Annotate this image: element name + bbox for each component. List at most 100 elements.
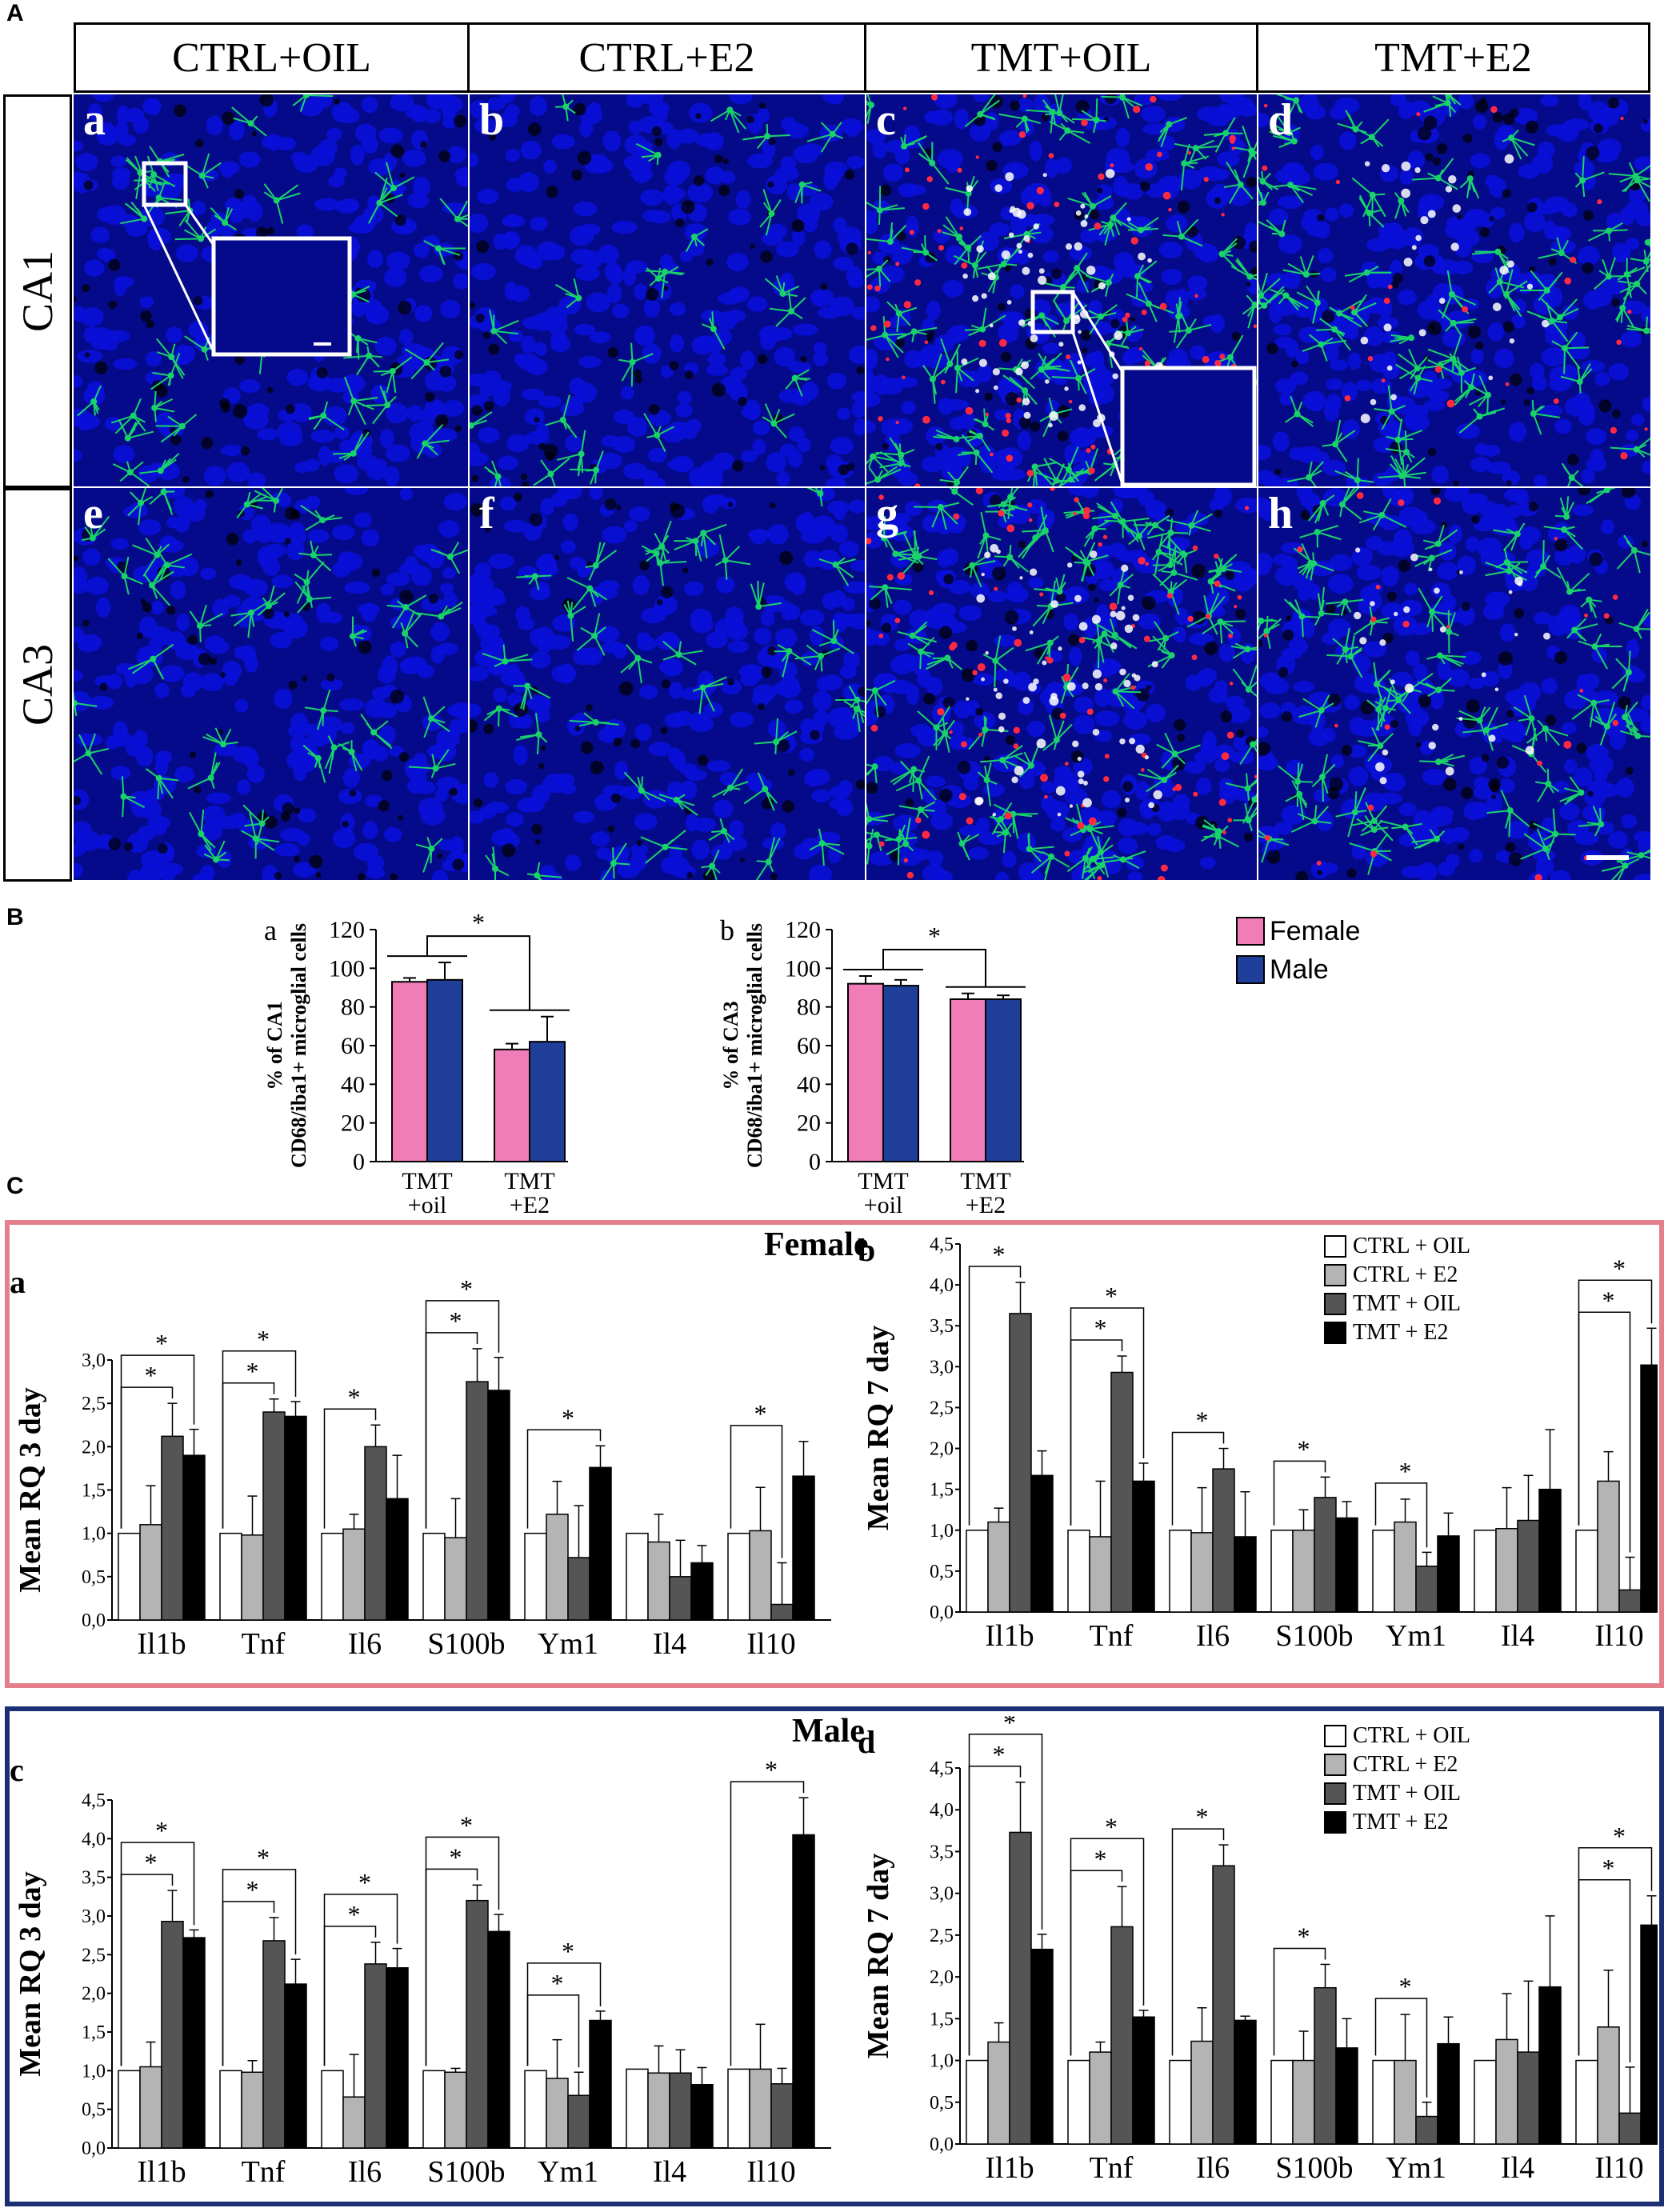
microglia-process <box>835 558 856 566</box>
nucleus <box>994 634 1017 647</box>
nucleus <box>925 775 946 788</box>
microglia-process <box>1610 446 1637 450</box>
colocalized-cell <box>1055 786 1066 796</box>
microglia-soma <box>1568 474 1575 482</box>
nucleus <box>666 781 684 799</box>
dark-spot <box>1453 480 1459 486</box>
microglia-process <box>1207 615 1218 635</box>
microglia-process <box>1634 164 1650 177</box>
microglia-soma <box>1484 391 1491 398</box>
microglia-process <box>856 699 865 723</box>
nucleus <box>1317 247 1334 264</box>
cd68-spot <box>1064 762 1069 766</box>
microglia-soma <box>662 268 669 275</box>
nucleus <box>838 779 853 796</box>
colocalized-cell <box>1121 564 1129 572</box>
nucleus <box>1075 278 1090 293</box>
nucleus <box>450 702 468 718</box>
nuclei-layer <box>1258 94 1650 486</box>
nucleus <box>491 829 512 846</box>
dark-spot <box>711 382 726 398</box>
dark-spot <box>235 559 242 566</box>
nucleus <box>721 679 742 695</box>
dark-spot <box>770 873 778 880</box>
nucleus <box>601 526 627 544</box>
nucleus <box>374 336 397 356</box>
nucleus <box>828 845 842 864</box>
nucleus <box>415 306 430 322</box>
nucleus <box>139 206 165 227</box>
nucleus <box>930 614 948 630</box>
nucleus <box>730 617 745 636</box>
nucleus <box>411 566 432 586</box>
nucleus <box>689 102 713 123</box>
dark-spot <box>590 761 604 775</box>
microglia-process <box>1510 137 1522 160</box>
cd68-spot <box>1350 305 1355 310</box>
nucleus <box>882 163 904 182</box>
microglia-process <box>1066 858 1086 873</box>
colocalized-cell <box>1018 319 1026 326</box>
nucleus <box>246 765 265 783</box>
nucleus <box>1608 363 1630 381</box>
dark-spot <box>538 762 545 770</box>
dark-spot <box>285 404 295 414</box>
colocalized-cell <box>963 208 972 216</box>
dark-spot <box>991 566 1006 581</box>
microglia-process <box>140 488 147 503</box>
microglia-soma <box>951 488 958 495</box>
microglia-layer <box>470 94 844 486</box>
nucleus <box>668 682 683 699</box>
dark-spot <box>288 680 298 690</box>
microglia-process <box>426 358 450 363</box>
nucleus <box>1118 818 1138 837</box>
microglia-soma <box>1318 341 1325 348</box>
microglia-process <box>1646 258 1650 262</box>
microglia-process <box>367 202 381 224</box>
colocalized-cell <box>1077 360 1082 365</box>
microglia-soma <box>491 865 498 872</box>
dark-spot <box>1423 115 1438 130</box>
nucleus <box>1217 151 1240 167</box>
microglia-process <box>302 744 319 759</box>
micrograph-label-a: a <box>83 95 106 145</box>
colocalized-cell <box>1036 738 1046 749</box>
microglia-process <box>1122 96 1142 107</box>
microglia-process <box>374 171 394 189</box>
dark-spot <box>718 185 730 197</box>
microglia-process <box>1452 334 1462 359</box>
microglia-process <box>982 314 1006 330</box>
microglia-soma <box>915 777 922 784</box>
nucleus <box>813 342 827 354</box>
microglia-process <box>1157 123 1170 142</box>
cd68-spot <box>1253 324 1257 329</box>
cd68-spot <box>1490 106 1498 114</box>
microglia-soma <box>160 488 167 495</box>
microglia-process <box>674 540 696 550</box>
dark-spot <box>722 158 729 165</box>
nucleus <box>668 747 682 765</box>
colocalized-cell <box>1075 210 1082 216</box>
nucleus <box>470 451 490 466</box>
microglia-process <box>632 353 654 363</box>
dark-spot <box>1611 298 1620 307</box>
nucleus <box>483 370 502 385</box>
nucleus <box>1068 646 1082 666</box>
microglia-process <box>964 114 981 127</box>
cd68-spot <box>1230 138 1235 144</box>
microglia-process <box>1285 117 1295 142</box>
dark-spot <box>434 414 449 428</box>
microglia-process <box>962 834 980 845</box>
microglia-process <box>154 406 175 413</box>
microglia-process <box>187 777 212 790</box>
microglia-process <box>1228 184 1242 204</box>
microglia-soma <box>690 233 698 240</box>
microglia-soma <box>252 835 259 842</box>
colocalized-cell <box>1364 161 1370 166</box>
nucleus <box>145 350 162 367</box>
nucleus <box>931 602 957 618</box>
dark-spot <box>938 626 953 639</box>
microglia-soma <box>567 612 574 619</box>
microglia-process <box>662 640 680 655</box>
nucleus <box>1366 297 1388 314</box>
